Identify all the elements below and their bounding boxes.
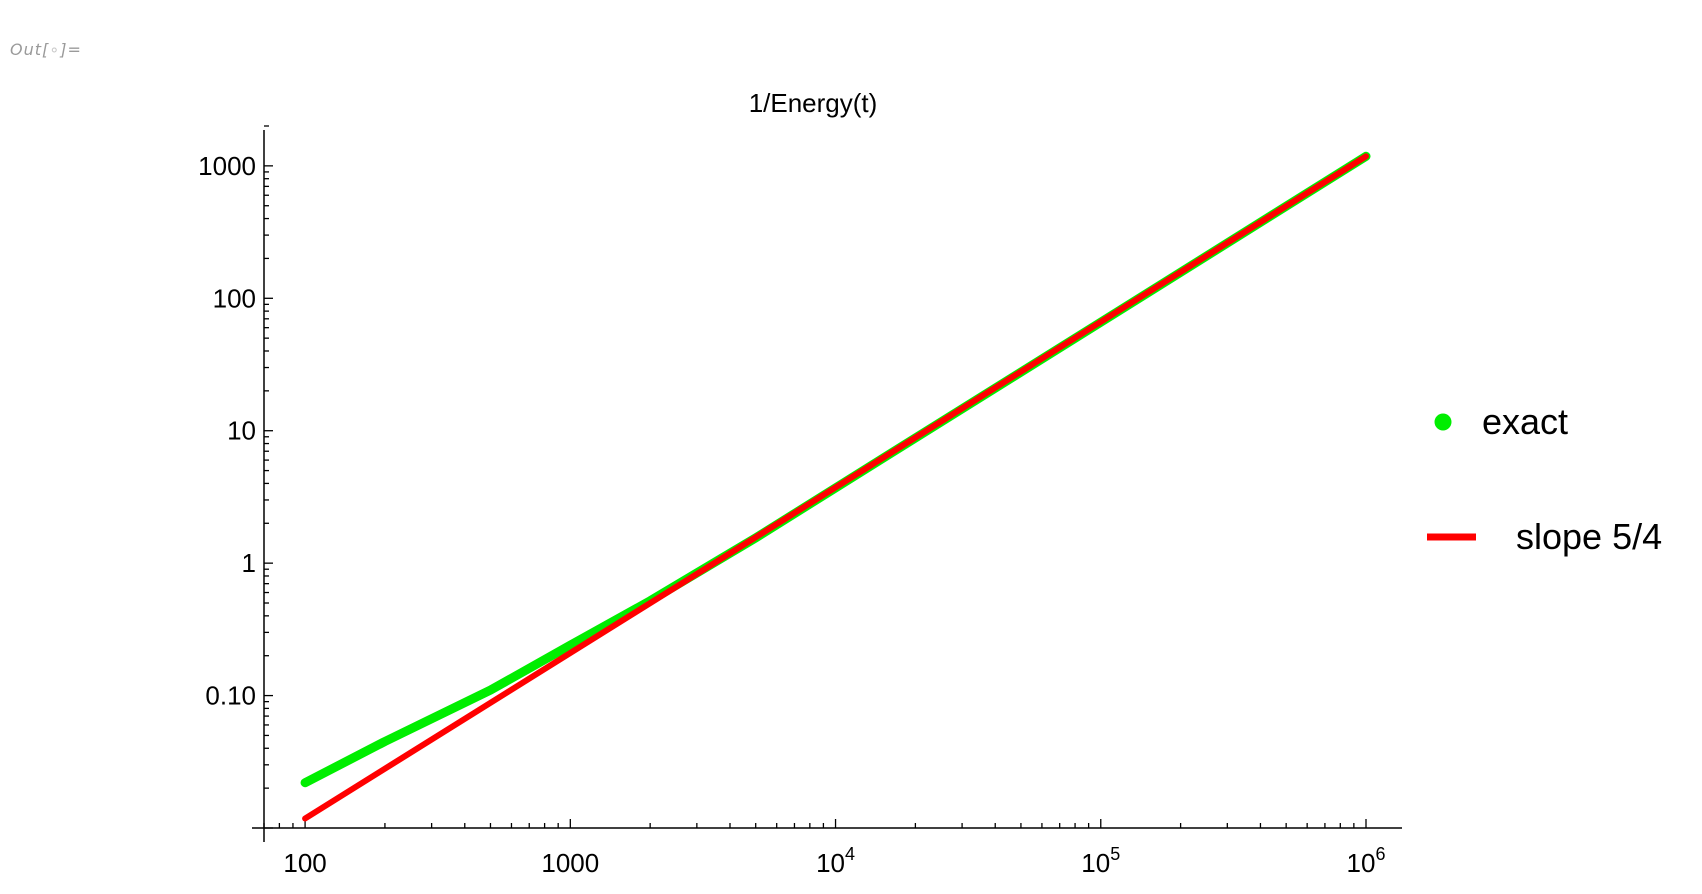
series-line-exact	[300, 151, 1371, 788]
y-tick-label: 1	[242, 548, 256, 578]
x-tick-label: 106	[1347, 844, 1386, 878]
output-dot: ∘	[49, 40, 61, 59]
x-tick-label: 104	[816, 844, 855, 878]
axes: 0.10 1 10 100 1000 100 1000 104 105 106	[198, 125, 1402, 878]
x-tick-label: 100	[283, 848, 326, 878]
output-cell-label: Out[∘]=	[10, 40, 82, 59]
series-line-slope	[302, 153, 1369, 822]
chart-title: 1/Energy(t)	[749, 88, 878, 118]
y-tick-label: 100	[213, 283, 256, 313]
legend: exact slope 5/4	[1427, 401, 1662, 557]
output-suffix: ]=	[60, 40, 82, 59]
x-tick-label: 1000	[541, 848, 599, 878]
legend-marker-exact	[1434, 413, 1452, 431]
output-prefix: Out[	[10, 40, 50, 59]
legend-label: slope 5/4	[1516, 516, 1662, 557]
legend-label: exact	[1482, 401, 1568, 442]
y-tick-label: 1000	[198, 151, 256, 181]
y-tick-label: 0.10	[205, 681, 256, 711]
y-tick-label: 10	[227, 416, 256, 446]
x-tick-label: 105	[1081, 844, 1120, 878]
series-layer	[300, 151, 1371, 822]
